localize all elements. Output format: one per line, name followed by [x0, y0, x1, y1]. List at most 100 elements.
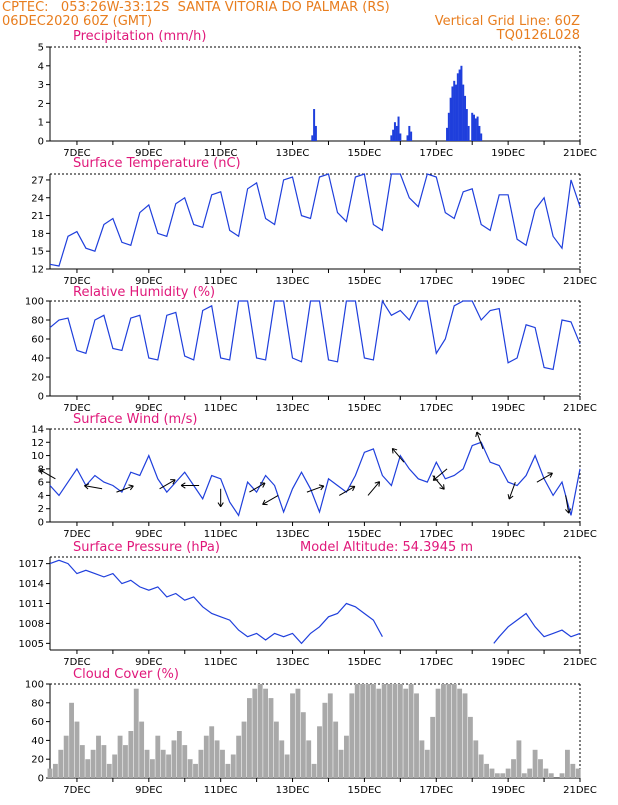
x-tick-label: 17DEC [419, 148, 453, 159]
cloud-bar [236, 736, 241, 778]
y-tick-label: 15 [31, 247, 44, 258]
x-tick-label: 7DEC [63, 785, 90, 796]
cloud-bar [96, 736, 101, 778]
cloud-bar [484, 764, 489, 778]
cloud-bar [333, 722, 338, 778]
x-tick-label: 13DEC [276, 276, 310, 287]
cloud-bar [516, 740, 521, 778]
precip-bar [464, 96, 466, 141]
precip-bar [448, 113, 450, 141]
y-tick-label: 2 [38, 99, 44, 110]
x-tick-label: 19DEC [491, 657, 525, 668]
cloud-bar [533, 750, 538, 778]
y-tick-label: 12 [31, 438, 44, 449]
y-tick-label: 1011 [19, 599, 44, 610]
x-tick-label: 13DEC [276, 785, 310, 796]
x-tick-label: 21DEC [563, 403, 597, 414]
cloud-bar [538, 759, 543, 778]
cloud-bar [231, 755, 236, 779]
precip-bar [466, 109, 468, 141]
cloud-bar [506, 769, 511, 778]
wind-arrow-head [444, 484, 445, 489]
cloud-bar [500, 773, 505, 778]
cloud-bar [172, 740, 177, 778]
cloud-bar [349, 693, 354, 778]
cloud-bar [193, 764, 198, 778]
cloud-bar [344, 736, 349, 778]
wind-arrow [263, 495, 279, 504]
y-tick-label: 4 [38, 491, 44, 502]
cloud-bar [317, 726, 322, 778]
wind-arrow-head [476, 432, 477, 437]
y-tick-label: 0 [38, 774, 44, 785]
cloud-bar [441, 684, 446, 778]
x-tick-label: 21DEC [563, 148, 597, 159]
cloud-bar [371, 684, 376, 778]
precip-bar [455, 85, 457, 141]
cloud-bar [446, 684, 451, 778]
wind-arrow [218, 489, 223, 507]
precip-bar [462, 85, 464, 141]
cloud-bar [85, 759, 90, 778]
pressure-series-line [50, 560, 382, 643]
wind-arrow [181, 483, 199, 488]
wind-arrow-head [129, 485, 134, 486]
precip-bar [313, 109, 315, 141]
precip-bar [408, 126, 410, 141]
x-tick-label: 13DEC [276, 657, 310, 668]
cloud-bar [398, 684, 403, 778]
x-tick-label: 13DEC [276, 529, 310, 540]
cloud-bar [220, 750, 225, 778]
precip-bar [446, 128, 448, 141]
y-tick-label: 24 [31, 193, 44, 204]
wind-arrow [392, 448, 404, 462]
cloud-bar [247, 698, 252, 778]
cloud-bar [209, 726, 214, 778]
temperature-title: Surface Temperature (nC) [73, 156, 241, 171]
cloud-bar [382, 684, 387, 778]
x-tick-label: 15DEC [348, 785, 382, 796]
cloud-bar [296, 689, 301, 778]
cloud-bar [166, 755, 171, 779]
cloud-bar [182, 745, 187, 778]
cloud-bar [479, 755, 484, 779]
cloud-bar [69, 703, 74, 778]
wind-arrow-shaft [392, 448, 404, 462]
cloud-bar [80, 745, 85, 778]
wind-arrow-shaft [339, 486, 355, 495]
cloud-bar [452, 684, 457, 778]
wind-title: Surface Wind (m/s) [73, 412, 197, 427]
cloud-bar [53, 764, 58, 778]
x-tick-label: 7DEC [63, 529, 90, 540]
y-tick-label: 5 [38, 43, 44, 54]
precip-bar [473, 115, 475, 141]
y-tick-label: 1005 [19, 639, 44, 650]
wind-arrow-head [319, 485, 324, 486]
x-tick-label: 13DEC [276, 403, 310, 414]
x-tick-label: 21DEC [563, 785, 597, 796]
header-date: 06DEC2020 60Z (GMT) [2, 14, 152, 29]
cloud-bar [570, 764, 575, 778]
cloud-bar [457, 689, 462, 778]
x-tick-label: 19DEC [491, 785, 525, 796]
wind-arrow-head [433, 480, 438, 481]
y-tick-label: 21 [31, 211, 44, 222]
y-tick-label: 4 [38, 61, 44, 72]
rh-series-line [50, 301, 580, 369]
cloud-bar [279, 740, 284, 778]
cloud-bar [64, 736, 69, 778]
cloud-bar [58, 750, 63, 778]
cloud-bar [188, 759, 193, 778]
x-tick-label: 15DEC [348, 657, 382, 668]
cloud-bar [360, 684, 365, 778]
cloud-bar [436, 689, 441, 778]
cloud-bar [387, 684, 392, 778]
wind-arrow-shaft [368, 482, 380, 496]
cloud-bar [101, 745, 106, 778]
x-tick-label: 11DEC [204, 785, 238, 796]
cloud-bar [145, 750, 150, 778]
